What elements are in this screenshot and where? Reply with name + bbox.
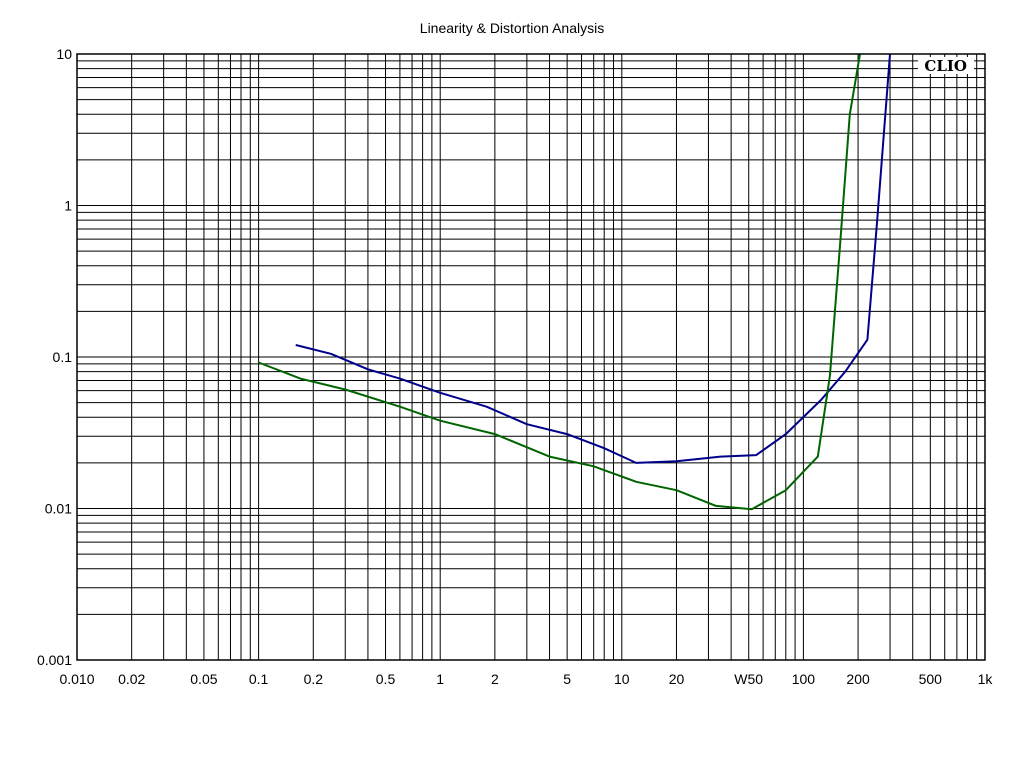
x-tick-label: 500 [919, 671, 943, 687]
grid [77, 54, 985, 660]
x-tick-label: 0.1 [249, 671, 269, 687]
x-tick-label: 1k [978, 671, 994, 687]
x-tick-label: 0.010 [59, 671, 94, 687]
x-tick-label: 0.2 [304, 671, 324, 687]
x-tick-label: 100 [792, 671, 816, 687]
x-tick-label: 20 [669, 671, 685, 687]
brand-logo-clio: CLIO [924, 57, 967, 75]
series-line-1 [295, 53, 891, 464]
y-tick-label: 1 [64, 198, 72, 214]
y-tick-label: 0.01 [45, 501, 72, 517]
chart-title: Linearity & Distortion Analysis [420, 20, 604, 36]
x-tick-labels: 0.010 0.02 0.05 0.1 0.2 0.5 1 2 5 10 20 W50 100 200 50… [59, 671, 993, 687]
x-tick-label: 0.05 [190, 671, 217, 687]
y-tick-label: 0.1 [53, 349, 73, 365]
series-line-2 [258, 53, 861, 511]
series-layer [258, 53, 891, 511]
x-tick-label: 0.5 [376, 671, 396, 687]
x-tick-label: 1 [436, 671, 444, 687]
y-tick-label: 0.001 [37, 652, 72, 668]
brand-box [918, 57, 974, 74]
x-tick-label: W50 [734, 671, 763, 687]
plot-frame [76, 53, 986, 661]
y-tick-label: 10 [56, 46, 72, 62]
x-tick-label: 0.02 [118, 671, 145, 687]
x-tick-label: 5 [563, 671, 571, 687]
x-tick-label: 200 [846, 671, 870, 687]
y-tick-labels: 10 1 0.1 0.01 0.001 [37, 46, 72, 668]
x-tick-label: 10 [614, 671, 630, 687]
x-tick-label: 2 [491, 671, 499, 687]
